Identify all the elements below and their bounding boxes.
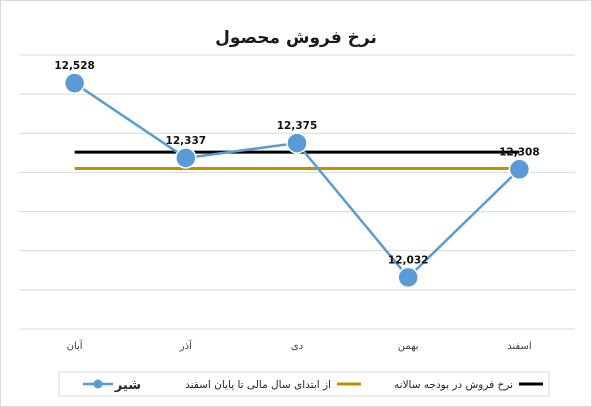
data-point-marker <box>63 72 86 94</box>
series-markers <box>63 72 531 289</box>
legend-label-budget: نرخ فروش در بودجه سالانه <box>394 379 513 391</box>
x-tick-label: آذر <box>179 339 193 352</box>
data-label: 12,032 <box>388 254 429 266</box>
data-point-marker <box>508 158 531 181</box>
data-label: 12,528 <box>54 60 95 72</box>
milk-price-line <box>73 82 521 280</box>
data-label: 12,375 <box>277 120 318 132</box>
x-axis-ticks: آبان آذر دی بهمن اسفند <box>67 339 532 352</box>
legend-box <box>58 371 550 397</box>
legend-label-ytd: از ابتدای سال مالی تا پایان اسفند <box>185 379 331 391</box>
data-label: 12,308 <box>499 146 540 158</box>
x-tick-label: دی <box>291 341 303 352</box>
x-tick-label: آبان <box>67 339 84 352</box>
data-point-marker <box>286 132 308 154</box>
legend: نرخ فروش در بودجه سالانه از ابتدای سال ما… <box>58 371 550 397</box>
data-point-marker <box>397 266 419 289</box>
reference-lines <box>74 150 520 171</box>
data-label: 12,337 <box>166 135 207 147</box>
x-tick-label: بهمن <box>398 341 419 352</box>
x-tick-label: اسفند <box>507 341 531 352</box>
series-lines <box>73 82 521 280</box>
legend-label-milk: شیر <box>114 378 141 393</box>
chart-title: نرخ فروش محصول <box>215 28 377 48</box>
data-point-marker <box>175 147 197 169</box>
legend-marker-milk <box>93 379 103 389</box>
data-labels: 12,528 12,337 12,375 12,032 12,308 <box>54 60 539 266</box>
gridlines <box>19 54 575 330</box>
